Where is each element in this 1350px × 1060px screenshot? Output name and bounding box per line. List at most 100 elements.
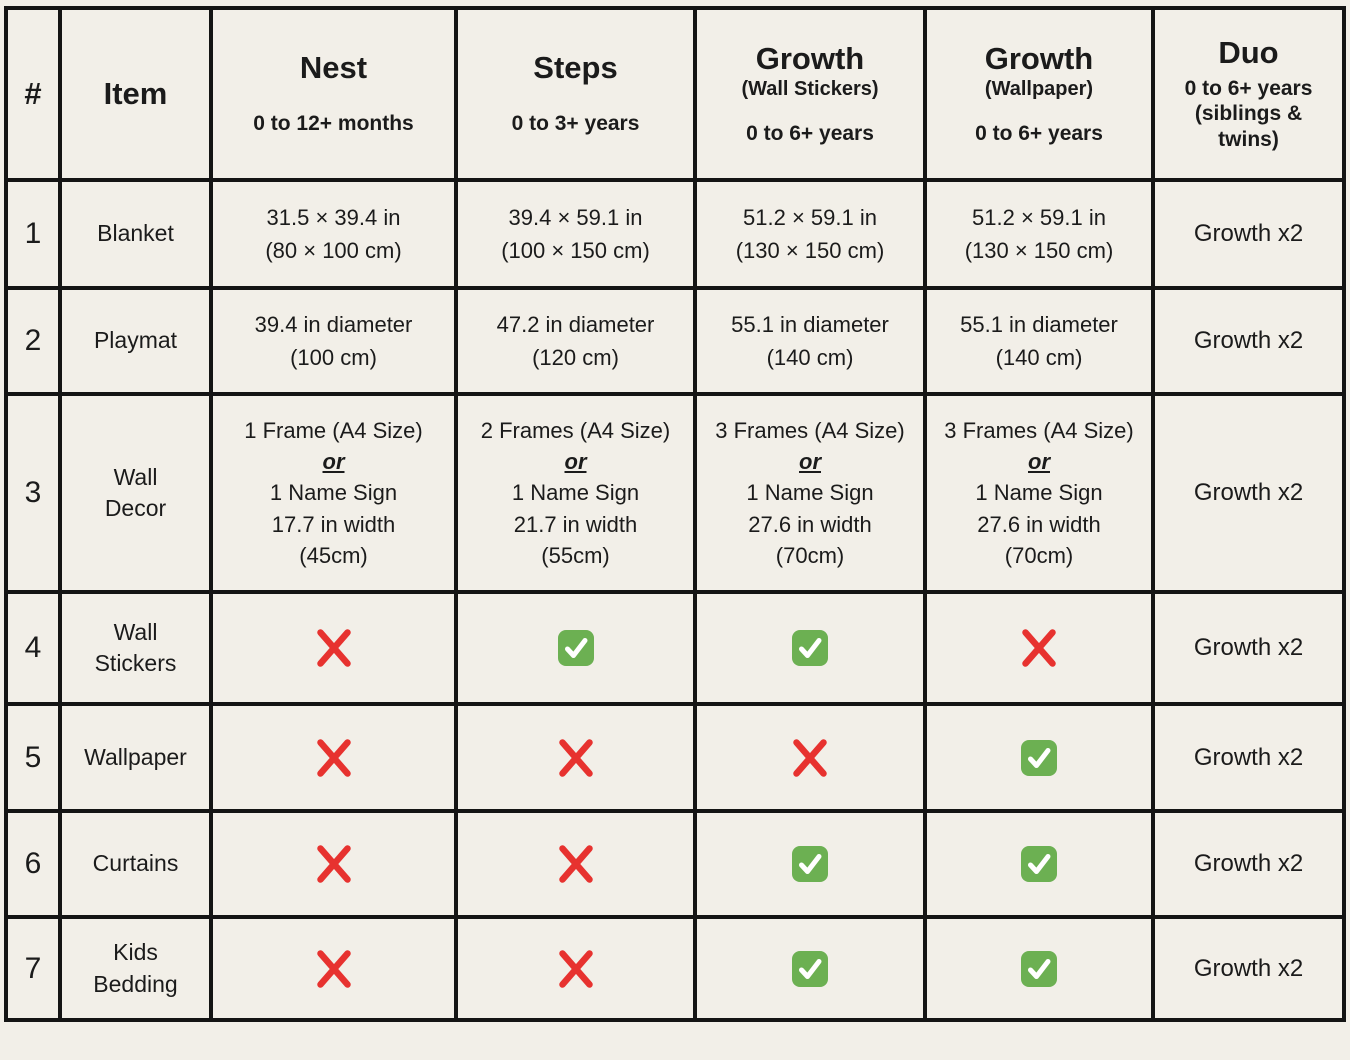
duo-value: Growth x2 [1161, 951, 1336, 987]
column-age-range: 0 to 12+ months [253, 112, 414, 136]
column-header-item: Item [58, 6, 213, 182]
included-indicator [703, 629, 917, 667]
column-header-growth-wallpaper: Growth (Wallpaper) 0 to 6+ years [923, 6, 1155, 182]
size-value: 39.4 × 59.1 in (100 × 150 cm) [464, 201, 687, 267]
value-line: 1 Name Sign [511, 480, 640, 506]
duo-value: Growth x2 [1161, 216, 1336, 252]
or-separator: or [322, 449, 345, 475]
value-cell-nest [209, 702, 458, 813]
column-title: Growth [755, 40, 865, 76]
value-cell-duo: Growth x2 [1151, 809, 1346, 919]
included-indicator [703, 845, 917, 883]
value-cell-growth-wallpaper: 3 Frames (A4 Size) or 1 Name Sign 27.6 in w… [923, 392, 1155, 594]
value-cell-growth-wallpaper: 51.2 × 59.1 in (130 × 150 cm) [923, 178, 1155, 290]
cross-icon [558, 845, 593, 883]
not-included-indicator [219, 946, 448, 992]
size-value: 47.2 in diameter (120 cm) [464, 308, 687, 374]
size-value: 51.2 × 59.1 in (130 × 150 cm) [933, 201, 1145, 267]
not-included-indicator [464, 735, 687, 781]
header-row: # Item Nest 0 to 12+ months Steps 0 to 3+ yea… [4, 6, 1346, 182]
check-icon [557, 630, 594, 666]
value-line: Growth x2 [1193, 327, 1304, 354]
row-number: 7 [4, 915, 62, 1022]
column-title: Duo [1218, 35, 1279, 71]
value-cell-growth-wallpaper [923, 915, 1155, 1022]
value-line: 27.6 in width [748, 511, 872, 537]
table-row: 3 Wall Decor 1 Frame (A4 Size) or 1 Name Sig… [4, 392, 1346, 594]
column-title: Item [103, 75, 168, 111]
value-line: (140 cm) [766, 345, 854, 370]
value-cell-steps [454, 702, 697, 813]
table-header: # Item Nest 0 to 12+ months Steps 0 to 3+ yea… [4, 6, 1346, 182]
value-line: (140 cm) [995, 345, 1083, 370]
not-included-indicator [703, 735, 917, 781]
value-cell-steps: 2 Frames (A4 Size) or 1 Name Sign 21.7 in w… [454, 392, 697, 594]
cross-icon [316, 629, 351, 667]
product-comparison-table: # Item Nest 0 to 12+ months Steps 0 to 3+ yea… [4, 6, 1346, 1022]
value-line: 1 Name Sign [746, 480, 874, 506]
column-title: Growth [984, 40, 1094, 76]
value-line: Growth x2 [1193, 220, 1304, 247]
value-cell-growth-wall-stickers: 55.1 in diameter (140 cm) [693, 286, 927, 396]
row-number: 5 [4, 702, 62, 813]
size-value: 2 Frames (A4 Size) or 1 Name Sign 21.7 in w… [464, 415, 687, 571]
value-line: Growth x2 [1193, 479, 1304, 506]
value-cell-nest [209, 590, 458, 706]
cross-icon [558, 738, 593, 777]
table-body: 1 Blanket 31.5 × 39.4 in (80 × 100 cm) 39.4 … [4, 178, 1346, 1022]
value-cell-growth-wallpaper: 55.1 in diameter (140 cm) [923, 286, 1155, 396]
value-line: or [464, 446, 687, 477]
or-separator: or [799, 449, 821, 475]
value-line: 3 Frames (A4 Size) [944, 417, 1134, 443]
value-line: Growth x2 [1193, 954, 1304, 982]
not-included-indicator [219, 735, 448, 781]
value-line: (100 cm) [290, 345, 377, 370]
not-included-indicator [219, 841, 448, 887]
cross-icon [316, 845, 351, 883]
value-line: or [703, 446, 917, 477]
value-line: (130 × 150 cm) [964, 238, 1114, 263]
value-line: (70cm) [775, 542, 845, 568]
item-name: Playmat [58, 286, 213, 396]
value-line: Growth x2 [1193, 743, 1304, 771]
size-value: 51.2 × 59.1 in (130 × 150 cm) [703, 201, 917, 267]
value-line: or [933, 446, 1145, 477]
check-icon [792, 630, 828, 666]
column-header-num: # [4, 6, 62, 182]
value-cell-steps [454, 809, 697, 919]
column-title-paren: (Wall Stickers) [741, 77, 879, 100]
row-number: 2 [4, 286, 62, 396]
value-cell-duo: Growth x2 [1151, 286, 1346, 396]
value-cell-nest: 1 Frame (A4 Size) or 1 Name Sign 17.7 in wi… [209, 392, 458, 594]
row-number: 6 [4, 809, 62, 919]
duo-value: Growth x2 [1161, 323, 1336, 359]
value-cell-growth-wall-stickers: 51.2 × 59.1 in (130 × 150 cm) [693, 178, 927, 290]
column-header-steps: Steps 0 to 3+ years [454, 6, 697, 182]
value-line: 55.1 in diameter [960, 312, 1118, 337]
value-line: Growth x2 [1193, 850, 1304, 877]
value-cell-duo: Growth x2 [1151, 702, 1346, 813]
value-line: 2 Frames (A4 Size) [480, 417, 671, 443]
value-cell-duo: Growth x2 [1151, 590, 1346, 706]
value-cell-growth-wallpaper [923, 809, 1155, 919]
column-header-growth-wall-stickers: Growth (Wall Stickers) 0 to 6+ years [693, 6, 927, 182]
column-age-range: 0 to 6+ years [746, 121, 874, 145]
item-name: Wall Stickers [58, 590, 213, 706]
row-number: 4 [4, 590, 62, 706]
value-line: 39.4 × 59.1 in [508, 205, 643, 230]
value-line: 3 Frames (A4 Size) [715, 417, 905, 443]
value-cell-growth-wall-stickers [693, 702, 927, 813]
value-line: (100 × 150 cm) [501, 238, 650, 263]
value-line: (130 × 150 cm) [735, 238, 885, 263]
duo-value: Growth x2 [1161, 740, 1336, 776]
value-cell-nest [209, 809, 458, 919]
value-line: (120 cm) [532, 345, 619, 370]
value-line: 27.6 in width [977, 511, 1101, 537]
value-cell-nest: 39.4 in diameter (100 cm) [209, 286, 458, 396]
value-cell-steps: 47.2 in diameter (120 cm) [454, 286, 697, 396]
value-cell-steps: 39.4 × 59.1 in (100 × 150 cm) [454, 178, 697, 290]
check-icon [792, 950, 828, 987]
item-name: Wallpaper [58, 702, 213, 813]
not-included-indicator [933, 625, 1145, 671]
check-icon [1021, 739, 1057, 776]
